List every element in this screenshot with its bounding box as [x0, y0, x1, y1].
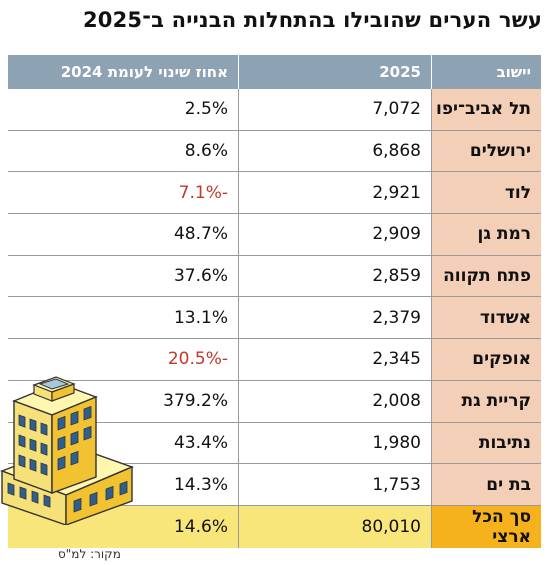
header-city: יישוב	[431, 55, 541, 89]
table-row: בת ים 1,753 14.3%	[8, 464, 541, 506]
source-note: מקור: למ"ס	[58, 547, 121, 561]
row-pct: 48.7%	[8, 214, 238, 256]
row-value: 2,859	[238, 255, 431, 298]
row-value: 7,072	[238, 89, 431, 131]
row-city: לוד	[431, 172, 541, 215]
row-pct: 13.1%	[8, 297, 238, 340]
row-city: נתיבות	[431, 422, 541, 465]
table-row: רמת גן 2,909 48.7%	[8, 214, 541, 256]
chart-title: עשר הערים שהובילו בהתחלות הבנייה ב־2025	[82, 8, 542, 32]
row-city: תל אביב־יפו	[431, 89, 541, 131]
row-city: אשדוד	[431, 297, 541, 340]
row-value: 1,753	[238, 464, 431, 506]
row-pct: -20.5%	[8, 339, 238, 381]
table-row: תל אביב־יפו 7,072 2.5%	[8, 89, 541, 131]
total-city: סך הכל ארצי	[431, 505, 541, 548]
header-value: 2025	[238, 55, 431, 89]
row-city: פתח תקווה	[431, 255, 541, 298]
row-city: ירושלים	[431, 130, 541, 173]
table-row: לוד 2,921 -7.1%	[8, 172, 541, 215]
table-header: יישוב 2025 אחוז שינוי לעומת 2024	[8, 55, 541, 89]
row-pct: 2.5%	[8, 89, 238, 131]
table-row: אופקים 2,345 -20.5%	[8, 339, 541, 381]
row-pct: 14.3%	[8, 464, 238, 506]
row-pct: 379.2%	[8, 381, 238, 423]
table-row: נתיבות 1,980 43.4%	[8, 422, 541, 465]
row-value: 2,921	[238, 172, 431, 215]
row-value: 6,868	[238, 130, 431, 173]
row-city: קריית גת	[431, 380, 541, 423]
table-row: ירושלים 6,868 8.6%	[8, 130, 541, 173]
row-value: 2,909	[238, 214, 431, 256]
total-row: סך הכל ארצי 80,010 14.6%	[8, 505, 541, 548]
row-value: 2,379	[238, 297, 431, 340]
row-value: 2,008	[238, 380, 431, 423]
table-row: אשדוד 2,379 13.1%	[8, 297, 541, 340]
header-pct: אחוז שינוי לעומת 2024	[8, 55, 238, 89]
row-value: 2,345	[238, 339, 431, 381]
row-city: בת ים	[431, 464, 541, 506]
table-row: קריית גת 2,008 379.2%	[8, 380, 541, 423]
row-city: רמת גן	[431, 214, 541, 256]
row-pct: 37.6%	[8, 256, 238, 298]
table-row: פתח תקווה 2,859 37.6%	[8, 255, 541, 298]
row-value: 1,980	[238, 422, 431, 465]
total-value: 80,010	[238, 505, 431, 548]
building-illustration	[0, 376, 134, 525]
data-table: יישוב 2025 אחוז שינוי לעומת 2024 תל אביב…	[8, 55, 541, 548]
row-pct: 8.6%	[8, 131, 238, 173]
row-city: אופקים	[431, 339, 541, 381]
row-pct: -7.1%	[8, 172, 238, 215]
